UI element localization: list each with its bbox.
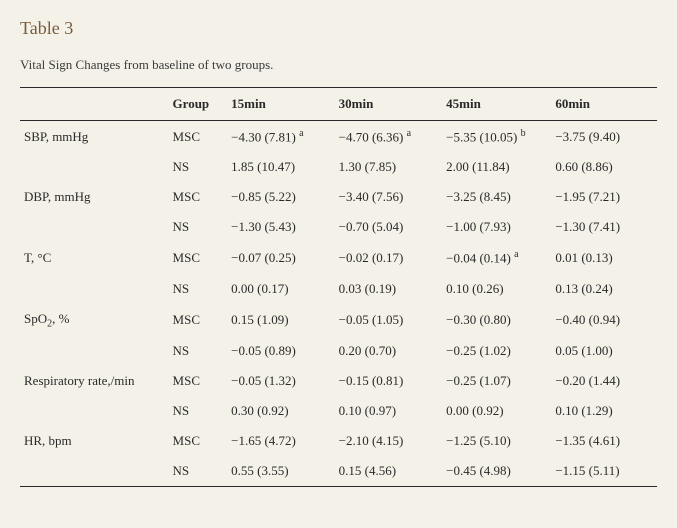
value-cell: 0.30 (0.92) — [227, 396, 335, 426]
value-cell: −0.25 (1.07) — [442, 366, 551, 396]
group-label: NS — [169, 456, 228, 487]
value-cell: 0.10 (0.97) — [335, 396, 443, 426]
value-cell: 0.00 (0.92) — [442, 396, 551, 426]
value-cell: −0.05 (1.05) — [335, 304, 443, 337]
value-cell: −1.65 (4.72) — [227, 426, 335, 456]
group-label: NS — [169, 336, 228, 366]
group-label: NS — [169, 274, 228, 304]
value-cell: −0.04 (0.14) a — [442, 242, 551, 273]
value-cell: −0.30 (0.80) — [442, 304, 551, 337]
value-cell: −3.40 (7.56) — [335, 182, 443, 212]
value-cell: 0.15 (4.56) — [335, 456, 443, 487]
footnote-marker: b — [521, 128, 526, 139]
table-row: T, °CMSC−0.07 (0.25)−0.02 (0.17)−0.04 (0… — [20, 242, 657, 273]
value-cell: −3.25 (8.45) — [442, 182, 551, 212]
table-row: NS1.85 (10.47)1.30 (7.85)2.00 (11.84)0.6… — [20, 152, 657, 182]
value-cell: 0.01 (0.13) — [551, 242, 657, 273]
value-cell: −0.85 (5.22) — [227, 182, 335, 212]
table-row: NS0.55 (3.55)0.15 (4.56)−0.45 (4.98)−1.1… — [20, 456, 657, 487]
parameter-label: SBP, mmHg — [20, 121, 169, 153]
parameter-label — [20, 336, 169, 366]
group-label: MSC — [169, 242, 228, 273]
value-cell: −4.70 (6.36) a — [335, 121, 443, 153]
value-cell: 0.10 (1.29) — [551, 396, 657, 426]
value-cell: −0.70 (5.04) — [335, 212, 443, 242]
table-row: SpO2, %MSC0.15 (1.09)−0.05 (1.05)−0.30 (… — [20, 304, 657, 337]
table-row: HR, bpmMSC−1.65 (4.72)−2.10 (4.15)−1.25 … — [20, 426, 657, 456]
table-row: DBP, mmHgMSC−0.85 (5.22)−3.40 (7.56)−3.2… — [20, 182, 657, 212]
value-cell: −4.30 (7.81) a — [227, 121, 335, 153]
header-60min: 60min — [551, 88, 657, 121]
value-cell: −3.75 (9.40) — [551, 121, 657, 153]
group-label: MSC — [169, 426, 228, 456]
header-param — [20, 88, 169, 121]
header-group: Group — [169, 88, 228, 121]
header-row: Group 15min 30min 45min 60min — [20, 88, 657, 121]
table-row: NS0.00 (0.17)0.03 (0.19)0.10 (0.26)0.13 … — [20, 274, 657, 304]
value-cell: −0.07 (0.25) — [227, 242, 335, 273]
header-15min: 15min — [227, 88, 335, 121]
parameter-label — [20, 212, 169, 242]
value-cell: −1.35 (4.61) — [551, 426, 657, 456]
table-row: NS−0.05 (0.89)0.20 (0.70)−0.25 (1.02)0.0… — [20, 336, 657, 366]
value-cell: 0.13 (0.24) — [551, 274, 657, 304]
vital-signs-table: Group 15min 30min 45min 60min SBP, mmHgM… — [20, 87, 657, 487]
value-cell: 0.55 (3.55) — [227, 456, 335, 487]
value-cell: −1.00 (7.93) — [442, 212, 551, 242]
value-cell: 0.05 (1.00) — [551, 336, 657, 366]
value-cell: −1.95 (7.21) — [551, 182, 657, 212]
group-label: NS — [169, 212, 228, 242]
header-30min: 30min — [335, 88, 443, 121]
parameter-label: SpO2, % — [20, 304, 169, 337]
value-cell: −1.30 (5.43) — [227, 212, 335, 242]
table-row: SBP, mmHgMSC−4.30 (7.81) a−4.70 (6.36) a… — [20, 121, 657, 153]
header-45min: 45min — [442, 88, 551, 121]
group-label: MSC — [169, 182, 228, 212]
group-label: MSC — [169, 366, 228, 396]
parameter-label: DBP, mmHg — [20, 182, 169, 212]
value-cell: −0.25 (1.02) — [442, 336, 551, 366]
value-cell: 0.03 (0.19) — [335, 274, 443, 304]
value-cell: −0.02 (0.17) — [335, 242, 443, 273]
parameter-label — [20, 274, 169, 304]
table-number: Table 3 — [20, 18, 657, 39]
parameter-label — [20, 152, 169, 182]
footnote-marker: a — [407, 128, 411, 139]
value-cell: −0.05 (0.89) — [227, 336, 335, 366]
group-label: NS — [169, 396, 228, 426]
value-cell: 0.10 (0.26) — [442, 274, 551, 304]
value-cell: 0.15 (1.09) — [227, 304, 335, 337]
table-row: Respiratory rate,/minMSC−0.05 (1.32)−0.1… — [20, 366, 657, 396]
value-cell: 0.00 (0.17) — [227, 274, 335, 304]
table-row: NS−1.30 (5.43)−0.70 (5.04)−1.00 (7.93)−1… — [20, 212, 657, 242]
table-row: NS0.30 (0.92)0.10 (0.97)0.00 (0.92)0.10 … — [20, 396, 657, 426]
value-cell: 2.00 (11.84) — [442, 152, 551, 182]
value-cell: −0.15 (0.81) — [335, 366, 443, 396]
footnote-marker: a — [514, 249, 518, 260]
parameter-label: Respiratory rate,/min — [20, 366, 169, 396]
value-cell: −1.15 (5.11) — [551, 456, 657, 487]
footnote-marker: a — [299, 128, 303, 139]
group-label: NS — [169, 152, 228, 182]
value-cell: −5.35 (10.05) b — [442, 121, 551, 153]
value-cell: 1.30 (7.85) — [335, 152, 443, 182]
group-label: MSC — [169, 304, 228, 337]
value-cell: −1.30 (7.41) — [551, 212, 657, 242]
group-label: MSC — [169, 121, 228, 153]
parameter-label: HR, bpm — [20, 426, 169, 456]
value-cell: 1.85 (10.47) — [227, 152, 335, 182]
parameter-label — [20, 456, 169, 487]
value-cell: −1.25 (5.10) — [442, 426, 551, 456]
value-cell: −0.40 (0.94) — [551, 304, 657, 337]
value-cell: −2.10 (4.15) — [335, 426, 443, 456]
value-cell: −0.45 (4.98) — [442, 456, 551, 487]
parameter-label: T, °C — [20, 242, 169, 273]
value-cell: 0.20 (0.70) — [335, 336, 443, 366]
value-cell: −0.20 (1.44) — [551, 366, 657, 396]
value-cell: 0.60 (8.86) — [551, 152, 657, 182]
table-caption: Vital Sign Changes from baseline of two … — [20, 57, 657, 73]
parameter-label — [20, 396, 169, 426]
value-cell: −0.05 (1.32) — [227, 366, 335, 396]
